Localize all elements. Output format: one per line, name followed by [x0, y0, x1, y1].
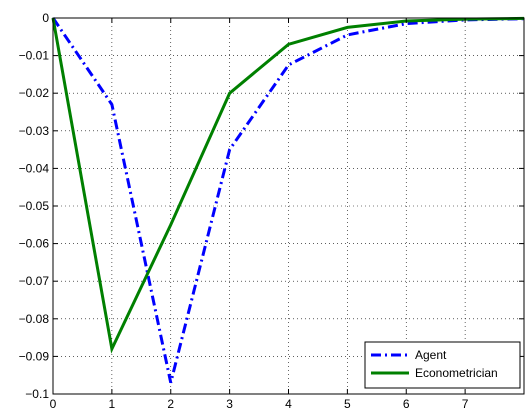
x-tick-label: 3 — [226, 397, 233, 411]
x-tick-label: 2 — [167, 397, 174, 411]
y-tick-label: −0.02 — [19, 86, 50, 100]
x-tick-label: 0 — [50, 397, 57, 411]
legend-box — [364, 341, 521, 389]
x-tick-label: 6 — [403, 397, 410, 411]
y-tick-label: −0.01 — [19, 49, 50, 63]
x-tick-label: 4 — [285, 397, 292, 411]
y-tick-label: −0.04 — [19, 161, 50, 175]
legend: Agent Econometrician — [364, 341, 521, 389]
series-line-agent — [51, 17, 525, 384]
y-tick-labels: 0 −0.01 −0.02 −0.03 −0.04 −0.05 −0.06 −0.07 −0.0… — [19, 11, 50, 401]
y-tick-label: −0.03 — [19, 124, 50, 138]
y-tick-label: −0.08 — [19, 312, 50, 326]
tick-marks — [52, 17, 524, 395]
legend-entry-agent: Agent — [415, 348, 447, 362]
y-tick-label: 0 — [42, 11, 49, 25]
y-tick-label: −0.06 — [19, 237, 50, 251]
y-tick-label: −0.05 — [19, 199, 50, 213]
y-tick-label: −0.09 — [19, 349, 50, 363]
legend-entry-econometrician: Econometrician — [415, 366, 498, 380]
grid — [53, 18, 524, 394]
y-tick-label: −0.07 — [19, 274, 50, 288]
x-tick-label: 1 — [109, 397, 116, 411]
x-tick-labels: 0 1 2 3 4 5 6 7 — [50, 397, 469, 411]
x-tick-label: 5 — [344, 397, 351, 411]
series-line-econometrician — [51, 16, 525, 354]
x-tick-label: 7 — [462, 397, 469, 411]
series-lines — [51, 16, 525, 384]
y-tick-label: −0.1 — [25, 387, 49, 401]
